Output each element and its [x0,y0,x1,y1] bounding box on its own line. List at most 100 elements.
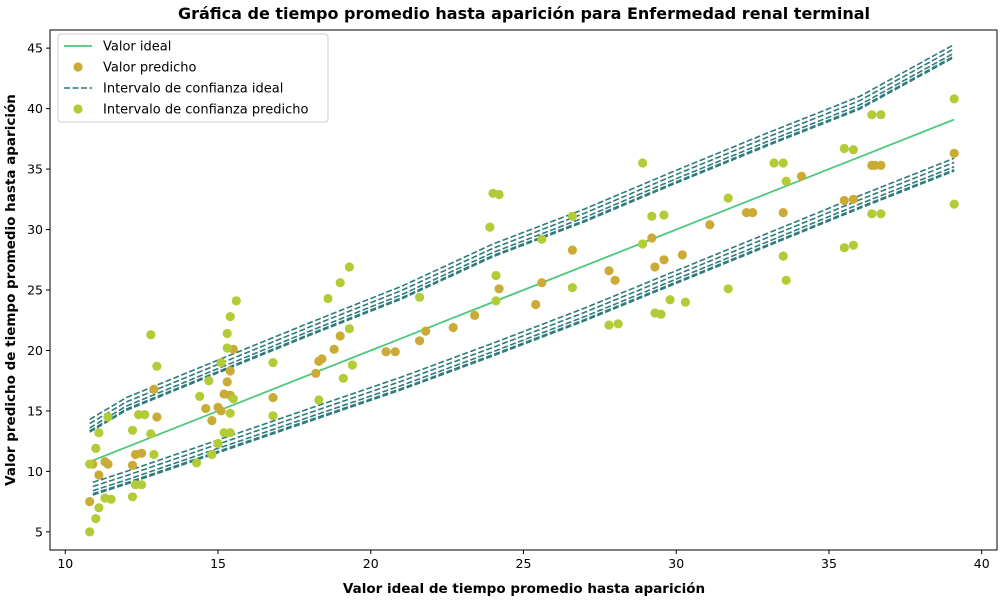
ci-predicted-point [613,319,623,329]
x-tick-label: 20 [363,556,379,571]
predicted-point [448,322,458,333]
ci-predicted-point [85,459,95,469]
predicted-point [85,497,95,507]
y-axis-label: Valor predicho de tiempo promedio hasta … [3,94,19,486]
predicted-point [604,266,614,276]
ci-predicted-point [216,358,226,368]
x-tick-label: 25 [516,556,532,571]
ci-predicted-point [638,158,648,168]
ci-predicted-point [567,211,578,221]
ci-ideal-lower-line [92,170,955,496]
x-axis-label: Valor ideal de tiempo promedio hasta apa… [343,581,705,597]
ci-predicted-point [204,376,214,386]
ci-predicted-point [231,296,241,306]
x-tick-label: 10 [57,556,73,571]
ci-predicted-point [344,262,354,272]
ci-ideal-upper-line [89,43,955,421]
predicted-point [137,448,147,458]
legend-swatch-point [73,104,83,114]
predicted-point [839,195,849,206]
ci-predicted-point [680,297,691,307]
y-tick-label: 40 [27,101,43,116]
ci-predicted-point [665,295,675,305]
ci-predicted-point [415,292,425,302]
ci-predicted-point [268,358,278,368]
ci-predicted-point [491,270,501,281]
ci-predicted-point [867,110,877,120]
legend-label: Intervalo de confianza predicho [103,103,308,118]
ci-predicted-point [228,394,238,404]
ci-predicted-point [323,293,333,304]
ci-predicted-point [152,361,162,371]
ci-predicted-point [638,239,648,249]
x-tick-label: 15 [210,556,226,571]
ci-predicted-point [222,343,232,353]
plot-area: 10 15 20 25 30 35 40 5 10 15 20 25 30 35 40 45 [27,29,998,571]
ci-predicted-point [876,209,886,219]
predicted-point [876,160,886,170]
ci-predicted-point [222,328,232,339]
ci-predicted-point [659,210,669,220]
ci-predicted-point [876,110,886,120]
ci-predicted-point [723,193,733,203]
y-tick-label: 10 [27,464,43,479]
ci-ideal-upper-line [89,47,955,425]
ci-predicted-point [213,439,223,449]
y-tick-label: 5 [35,524,43,539]
ci-predicted-point [949,94,959,104]
y-tick-label: 35 [27,162,43,177]
legend: Valor ideal Valor predicho Intervalo de co… [57,33,329,123]
ci-predicted-point [778,251,788,261]
ci-predicted-point [127,425,138,435]
ci-predicted-point [85,527,95,537]
ci-predicted-point [140,410,150,420]
y-tick-label: 20 [27,343,43,358]
predicted-point [650,262,660,272]
predicted-point [949,148,959,158]
ci-predicted-point [225,312,235,322]
predicted-point [659,255,669,265]
ci-ideal-lower-line [92,157,955,484]
predicted-point [610,275,620,285]
predicted-point [531,299,541,310]
ci-predicted-point [494,189,504,200]
ci-predicted-point [314,395,324,405]
ci-predicted-point [94,503,104,513]
ci-predicted-point [567,283,578,293]
predicted-point [421,326,431,336]
ci-predicted-point [485,222,495,232]
ci-predicted-point [347,360,357,370]
ci-predicted-point [195,391,205,401]
chart-title: Gráfica de tiempo promedio hasta aparici… [178,4,870,23]
predicted-point [311,368,321,378]
ci-ideal-lower-line [92,161,955,488]
ci-predicted-point [94,428,104,438]
ci-predicted-point [867,209,877,219]
predicted-point [149,384,159,394]
predicted-point [778,208,788,218]
ci-predicted-point [769,158,779,168]
ci-predicted-point [949,199,959,209]
legend-swatch-point [73,62,83,72]
ci-predicted-point [848,145,859,155]
predicted-point [317,354,327,364]
y-tick-label: 30 [27,222,43,237]
ci-predicted-point [839,143,849,154]
ci-ideal-upper-line [89,55,955,432]
ci-predicted-point [537,234,547,244]
ci-predicted-point [91,443,101,453]
predicted-point [677,250,688,260]
ci-predicted-point [604,320,614,330]
predicted-point [848,194,859,204]
ci-ideal-upper-line [89,52,955,429]
ci-predicted-point [225,428,235,438]
y-tick-label: 25 [27,283,43,298]
predicted-point [494,284,504,294]
predicted-point [567,245,578,255]
ci-predicted-point [268,411,278,421]
legend-label: Valor ideal [103,40,171,55]
predicted-point [103,459,113,469]
ci-predicted-point [127,492,138,502]
ci-predicted-point [848,240,859,250]
